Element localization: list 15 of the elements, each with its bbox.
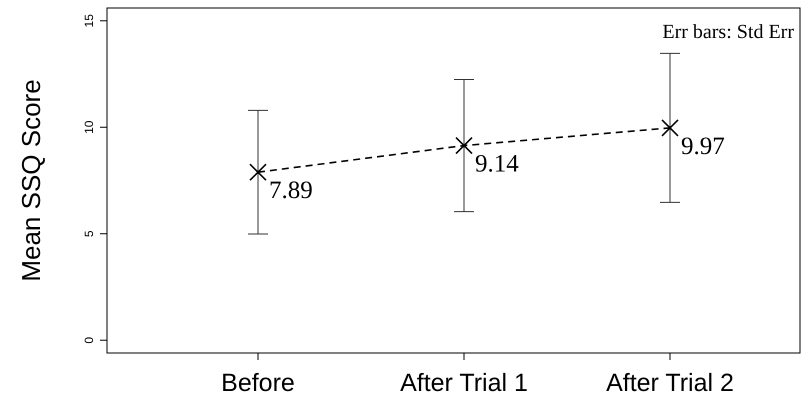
data-label: 9.14: [475, 150, 520, 178]
data-label: 7.89: [269, 177, 313, 204]
annotation: Err bars: Std Err: [662, 21, 794, 43]
data-label: 9.97: [681, 132, 725, 160]
y-tick-label: 10: [82, 120, 96, 134]
y-tick-label: 15: [82, 14, 96, 28]
point: [661, 119, 679, 137]
x-tick-label: After Trial 1: [400, 369, 528, 397]
y-axis-title: Mean SSQ Score: [16, 79, 46, 282]
x-tick-label: After Trial 2: [606, 369, 734, 397]
point: [455, 136, 473, 154]
y-tick-label: 5: [82, 230, 96, 238]
x-tick-label: Before: [221, 369, 295, 397]
point: [249, 163, 267, 181]
y-tick-label: 0: [82, 336, 96, 344]
